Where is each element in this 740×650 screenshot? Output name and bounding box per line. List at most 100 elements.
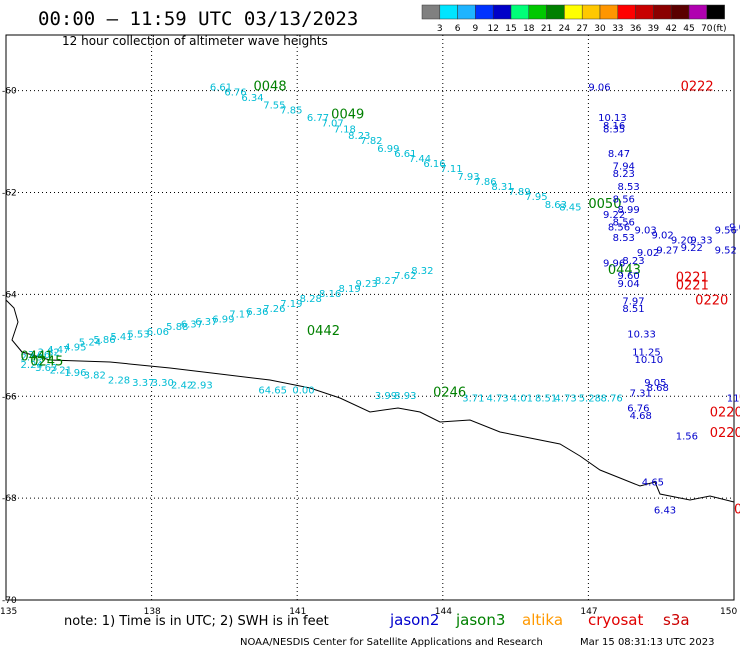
wave-height-value: 8.51 (535, 393, 557, 404)
legend-label: 18 (523, 24, 535, 34)
wave-height-value: 8.99 (618, 205, 640, 216)
wave-height-value: 4.68 (630, 411, 652, 422)
wave-height-value: 7.07 (321, 118, 343, 129)
wave-height-value: 8.56 (608, 223, 630, 234)
wave-height-value: 3.82 (38, 348, 60, 359)
wave-height-value: 0.00 (292, 386, 314, 397)
wave-height-value: 4.95 (64, 342, 86, 353)
wave-height-value: 9.02 (637, 248, 659, 259)
coastline (5, 299, 735, 503)
legend-swatch (581, 4, 601, 20)
wave-height-value: 6.37 (195, 317, 217, 328)
wave-height-value: 8.32 (411, 266, 433, 277)
wave-height-value: 6.76 (627, 404, 649, 415)
legend-label: 9 (473, 24, 479, 34)
legend-swatch (635, 4, 654, 20)
wave-height-value: 9.00 (729, 223, 740, 234)
wave-height-value: 2.24 (21, 360, 43, 371)
wave-height-value: 3.71 (462, 393, 484, 404)
wave-height-value: 6.16 (423, 159, 445, 170)
wave-height-value: 2.28 (108, 376, 130, 387)
legend-swatch (421, 4, 441, 20)
wave-height-value: 7.55 (263, 100, 285, 111)
y-tick-label: -70 (2, 596, 17, 606)
wave-height-value: 6.76 (224, 88, 246, 99)
legend-swatch (688, 4, 708, 20)
legend-swatch (706, 4, 725, 20)
legend-label: 36 (630, 24, 642, 34)
wave-height-value: 4.01 (511, 393, 533, 404)
satellite-legend: jason2 jason3 altika cryosat s3a (389, 611, 690, 629)
y-tick-label: -68 (2, 494, 17, 504)
legend-label: 33 (612, 24, 623, 34)
satellite-name: s3a (663, 611, 690, 629)
wave-height-value: 8.68 (647, 383, 669, 394)
wave-height-value: 8.31 (491, 182, 513, 193)
legend-swatch (653, 4, 672, 20)
wave-height-value: 8.27 (375, 276, 397, 287)
legend-swatch (439, 4, 458, 20)
wave-height-value: 7.86 (474, 177, 496, 188)
legend-label: 39 (648, 24, 660, 34)
chart-subtitle: 12 hour collection of altimeter wave hei… (62, 34, 328, 48)
satellite-name: cryosat (588, 611, 643, 629)
wave-height-value: 9.22 (681, 243, 703, 254)
x-tick-label: 138 (144, 607, 161, 617)
wave-height-value: 3.06 (28, 350, 50, 361)
legend-label: 42 (665, 24, 676, 34)
pass-time-label: 0220 (710, 406, 740, 421)
pass-time-label: 021 (734, 502, 740, 517)
chart-title: 00:00 – 11:59 UTC 03/13/2023 (38, 8, 358, 30)
wave-height-value: 6.37 (181, 320, 203, 331)
wave-height-value: 7.11 (440, 164, 462, 175)
wave-height-value: 7.44 (409, 154, 431, 165)
pass-time-label: 0246 (433, 385, 466, 400)
wave-height-value: 9.20 (671, 235, 693, 246)
pass-time-label: 0050 (588, 197, 621, 212)
wave-height-value: 7.82 (360, 136, 382, 147)
wave-height-value: 8.16 (603, 121, 625, 132)
legend-swatch (670, 4, 690, 20)
wave-height-value: 3.30 (152, 378, 174, 389)
wave-height-value: 9.05 (644, 378, 666, 389)
x-tick-label: 144 (435, 607, 452, 617)
wave-height-value: 2.42 (171, 381, 193, 392)
pass-time-label: 0049 (331, 108, 364, 123)
wave-height-value: 6.06 (147, 327, 169, 338)
pass-time-label: 0443 (608, 263, 641, 278)
wave-height-value: 4.73 (554, 393, 576, 404)
wave-height-value: 6.34 (241, 93, 263, 104)
wave-height-value: 8.45 (559, 202, 581, 213)
wave-height-value: 3.82 (84, 370, 106, 381)
wave-height-value: 8.23 (613, 169, 635, 180)
wave-height-value: 7.17 (229, 309, 251, 320)
wave-height-value: 5.41 (110, 332, 132, 343)
wave-height-value: 5.24 (79, 337, 101, 348)
wave-height-value: 9.22 (603, 210, 625, 221)
legend-label: 3 (437, 24, 443, 34)
legend-swatch (475, 4, 494, 20)
wave-height-value: 10.33 (627, 330, 656, 341)
wave-height-value: 8.47 (608, 149, 630, 160)
wave-height-value: 8.53 (618, 182, 640, 193)
wave-height-value: 6.61 (394, 149, 416, 160)
wave-height-value: 9.06 (588, 83, 610, 94)
wave-height-value: 7.19 (280, 299, 302, 310)
wave-height-value: 8.51 (622, 304, 644, 315)
wave-height-value: 8.53 (613, 233, 635, 244)
wave-height-value: 7.26 (263, 304, 285, 315)
legend-swatch (457, 4, 476, 20)
wave-height-value: 8.76 (601, 393, 623, 404)
wave-height-value: 5.28 (579, 393, 601, 404)
wave-height-value: 8.16 (319, 289, 341, 300)
pass-time-label: 0221 (676, 271, 709, 286)
wave-height-value: 11.00 (727, 393, 740, 404)
wave-height-value: 7.95 (525, 192, 547, 203)
satellite-name: jason3 (455, 611, 505, 629)
legend-label: 21 (541, 24, 552, 34)
pass-time-label: 0442 (307, 324, 340, 339)
legend-swatch (510, 4, 530, 20)
pass-time-label: 0222 (681, 80, 714, 95)
y-tick-label: -62 (2, 189, 17, 199)
